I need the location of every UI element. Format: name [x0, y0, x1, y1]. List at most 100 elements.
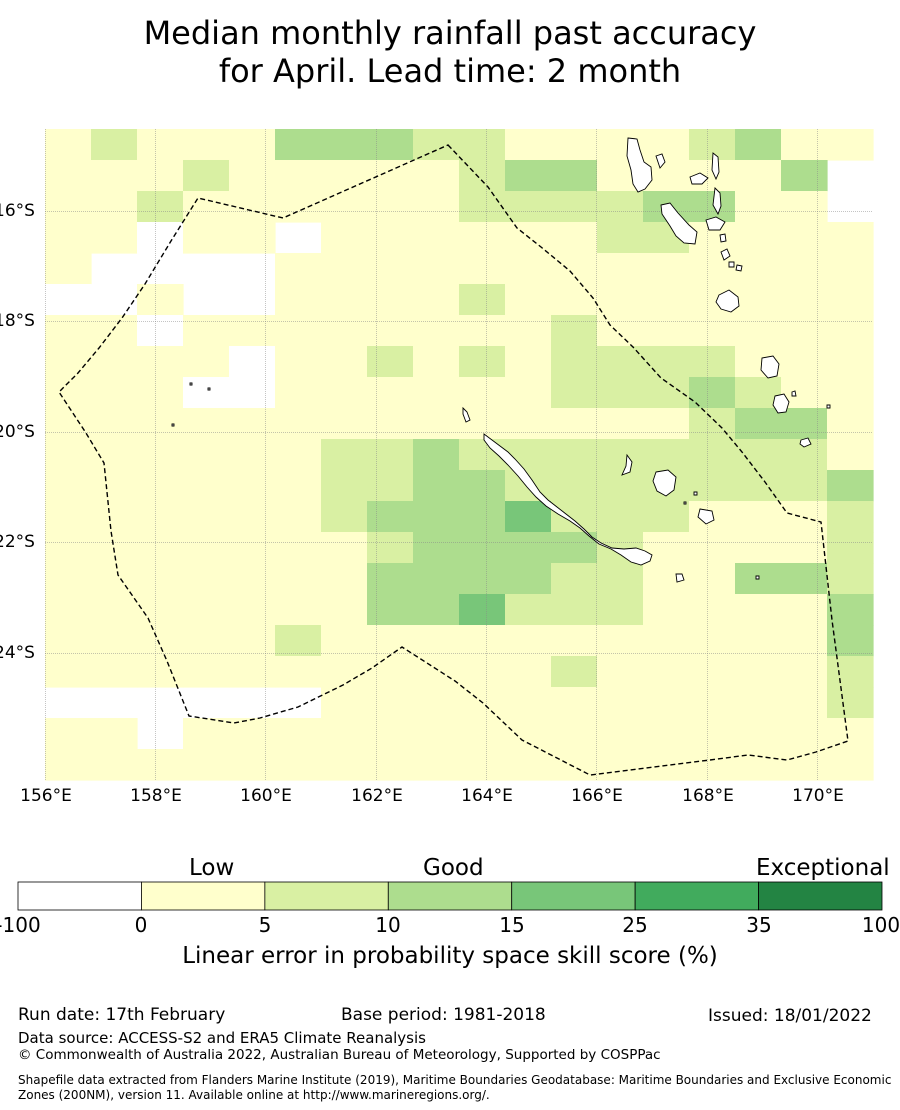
colorbar-segment	[634, 881, 759, 911]
skill-cell	[505, 408, 552, 440]
chesterfield-islets	[171, 382, 211, 427]
skill-cell	[183, 129, 230, 161]
skill-cell	[275, 532, 322, 564]
lat-label-24s: 24°S	[0, 643, 35, 663]
skill-cell	[689, 470, 736, 502]
loyalty-island-ouvea	[621, 453, 633, 476]
skill-cell	[91, 191, 138, 223]
skill-cell	[459, 532, 506, 564]
skill-cell	[643, 625, 690, 657]
skill-cell	[367, 532, 414, 564]
skill-cell	[91, 160, 138, 192]
skill-cell	[275, 284, 322, 316]
skill-cell	[781, 129, 828, 161]
skill-cell	[735, 315, 782, 347]
maewo-island	[711, 152, 720, 181]
skill-cell	[689, 687, 736, 719]
belep-island	[462, 406, 471, 423]
skill-cell	[505, 160, 552, 192]
skill-cell	[551, 315, 598, 347]
skill-cell	[735, 284, 782, 316]
skill-cell	[45, 470, 92, 502]
skill-cell	[413, 315, 460, 347]
skill-cell	[367, 470, 414, 502]
skill-cell	[689, 656, 736, 688]
walpole-island	[755, 575, 760, 580]
skill-cell	[781, 656, 828, 688]
skill-cell	[413, 625, 460, 657]
skill-cell	[505, 532, 552, 564]
skill-cell	[597, 687, 644, 719]
skill-cell	[689, 749, 736, 781]
skill-cell	[229, 501, 276, 533]
skill-cell	[91, 594, 138, 626]
skill-cell	[229, 129, 276, 161]
skill-cell	[551, 532, 598, 564]
malekula-island	[660, 202, 698, 245]
skill-cell	[45, 408, 92, 440]
skill-cell	[91, 129, 138, 161]
skill-cell	[827, 284, 874, 316]
skill-cell	[413, 563, 460, 595]
skill-cell	[321, 346, 368, 378]
skill-cell	[459, 253, 506, 285]
skill-cell	[597, 191, 644, 223]
skill-cell	[183, 563, 230, 595]
skill-cell	[735, 656, 782, 688]
skill-cell	[45, 284, 92, 316]
skill-cell	[459, 191, 506, 223]
colorbar-tick: 100	[861, 913, 900, 937]
skill-cell	[735, 594, 782, 626]
skill-cell	[735, 222, 782, 254]
skill-cell	[229, 594, 276, 626]
skill-cell	[505, 625, 552, 657]
skill-cell	[275, 377, 322, 409]
skill-cell	[45, 253, 92, 285]
skill-cell	[229, 160, 276, 192]
skill-cell	[689, 191, 736, 223]
skill-cell	[413, 284, 460, 316]
skill-cell	[551, 625, 598, 657]
skill-cell	[459, 470, 506, 502]
skill-cell	[505, 656, 552, 688]
skill-cell	[827, 315, 874, 347]
skill-cell	[367, 563, 414, 595]
lon-label-156e: 156°E	[20, 786, 72, 806]
skill-cell	[551, 439, 598, 471]
shepherd-islands	[728, 261, 743, 272]
skill-cell	[643, 408, 690, 440]
skill-cell	[413, 532, 460, 564]
skill-cell	[91, 408, 138, 440]
colorbar-label-exceptional: Exceptional	[756, 855, 890, 881]
skill-cell	[505, 594, 552, 626]
skill-cell	[459, 315, 506, 347]
skill-cell	[735, 749, 782, 781]
skill-cell	[413, 129, 460, 161]
skill-cell	[45, 346, 92, 378]
skill-cell	[413, 470, 460, 502]
skill-cell	[367, 129, 414, 161]
skill-cell	[597, 594, 644, 626]
skill-cell	[551, 687, 598, 719]
skill-cell	[643, 501, 690, 533]
ambae-island	[689, 172, 709, 185]
skill-cell	[91, 749, 138, 781]
colorbar-tick: 5	[258, 913, 272, 937]
skill-cell	[183, 656, 230, 688]
skill-cell	[459, 749, 506, 781]
lon-label-168e: 168°E	[682, 786, 734, 806]
skill-cell	[413, 439, 460, 471]
skill-cell	[551, 346, 598, 378]
skill-cell	[137, 408, 184, 440]
colorbar-tick: 25	[622, 913, 648, 937]
run-date: Run date: 17th February	[18, 1005, 226, 1025]
skill-cell	[229, 656, 276, 688]
skill-cell	[827, 532, 874, 564]
skill-cell	[321, 315, 368, 347]
skill-cell	[137, 315, 184, 347]
skill-cell	[137, 222, 184, 254]
skill-cell	[827, 594, 874, 626]
skill-cell	[505, 749, 552, 781]
skill-cell	[597, 625, 644, 657]
skill-cell	[137, 532, 184, 564]
